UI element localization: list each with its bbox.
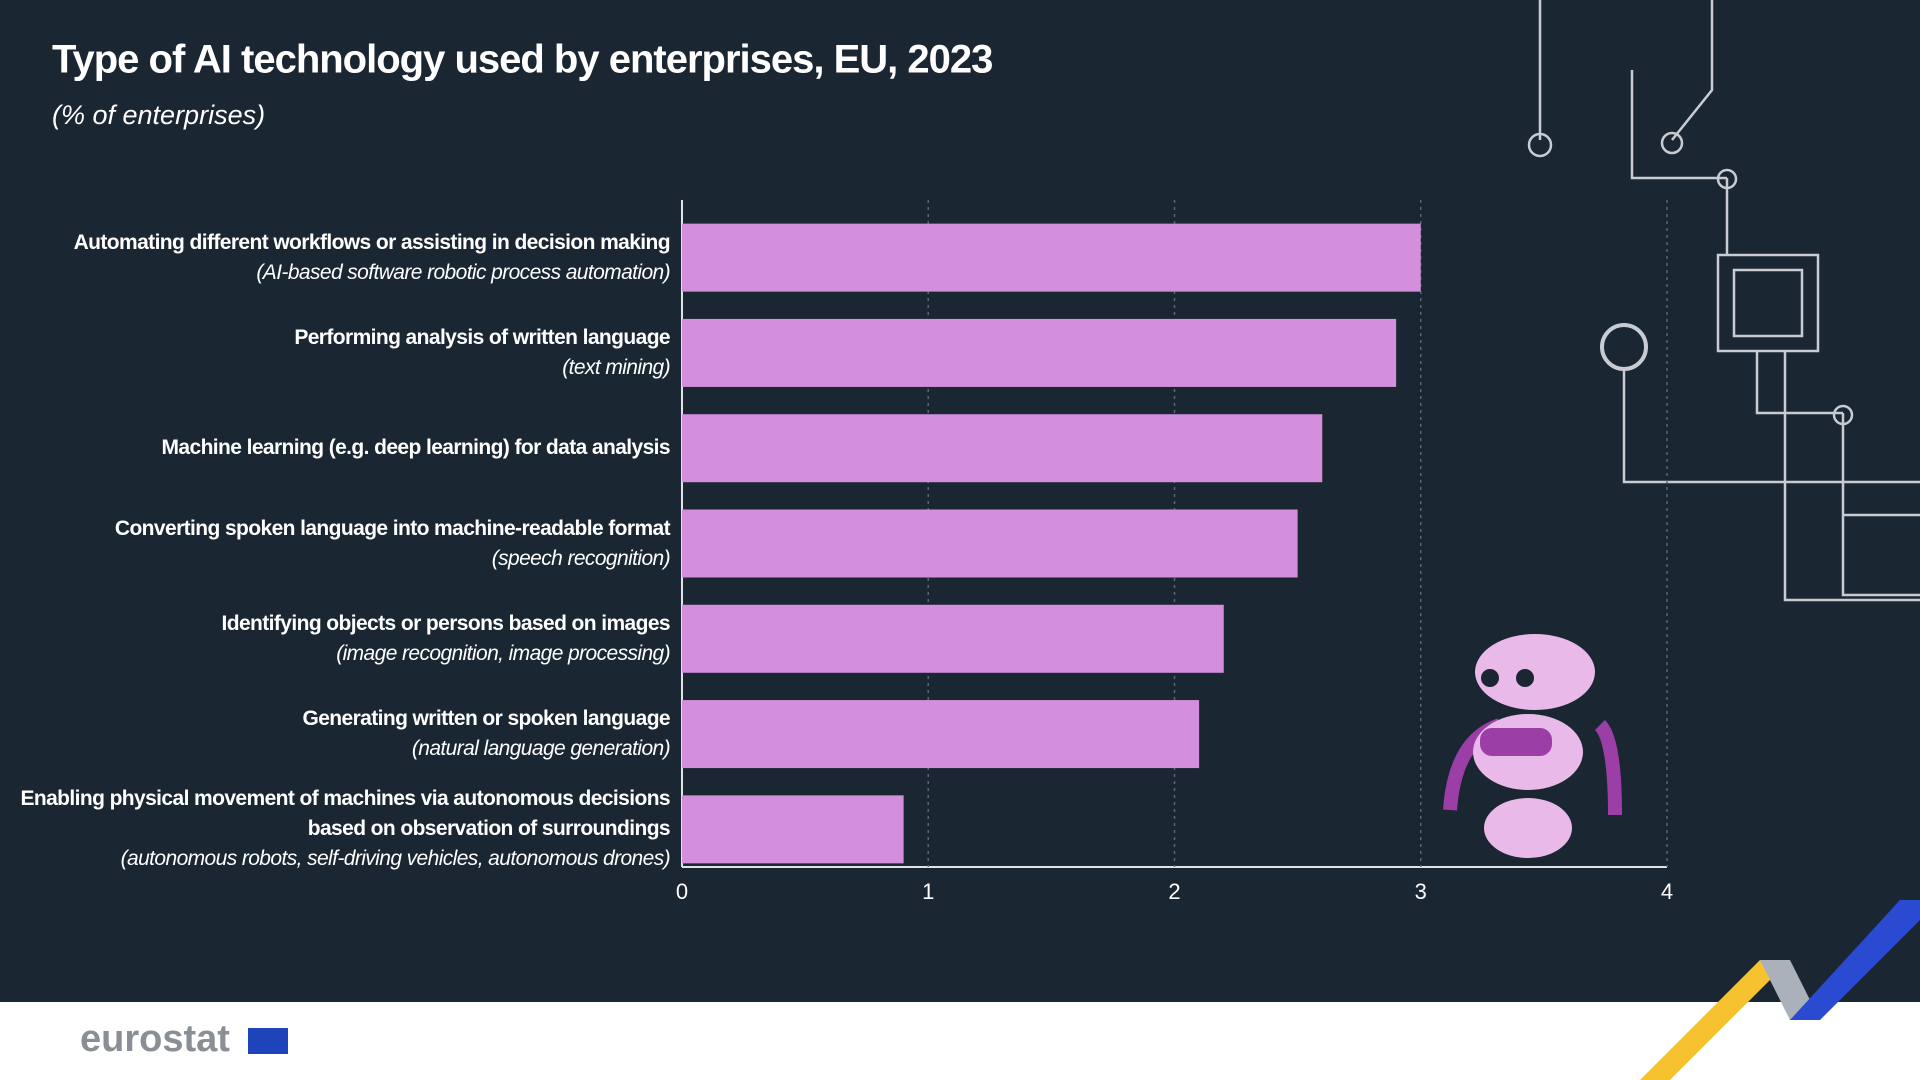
x-tick-label: 1 bbox=[922, 879, 934, 904]
category-label: Automating different workflows or assist… bbox=[20, 228, 671, 288]
category-label: Performing analysis of written language (… bbox=[20, 323, 670, 383]
category-note: (speech recognition) bbox=[491, 546, 671, 570]
category-name: Automating different workflows or assist… bbox=[73, 230, 671, 254]
category-note: (natural language generation) bbox=[411, 737, 671, 761]
x-tick-label: 0 bbox=[676, 879, 688, 904]
bar bbox=[682, 509, 1298, 578]
footer-band bbox=[0, 1002, 1920, 1080]
category-label: Enabling physical movement of machines v… bbox=[20, 784, 670, 874]
x-tick-label: 2 bbox=[1168, 879, 1180, 904]
category-note: (autonomous robots, self-driving vehicle… bbox=[120, 847, 671, 871]
bar bbox=[682, 604, 1224, 673]
category-name: Machine learning (e.g. deep learning) fo… bbox=[161, 436, 671, 460]
category-name: Identifying objects or persons based on … bbox=[221, 611, 671, 635]
brand-logo: eurostat bbox=[80, 1018, 230, 1060]
x-tick-label: 3 bbox=[1415, 879, 1427, 904]
category-label: Converting spoken language into machine-… bbox=[20, 514, 671, 574]
category-note: (text mining) bbox=[562, 355, 670, 379]
bar bbox=[682, 700, 1200, 769]
robot-decoration bbox=[1443, 634, 1622, 858]
category-name: Performing analysis of written language bbox=[294, 325, 670, 349]
category-label: Machine learning (e.g. deep learning) fo… bbox=[20, 433, 671, 463]
category-note: (image recognition, image processing) bbox=[336, 641, 670, 665]
chart-title: Type of AI technology used by enterprise… bbox=[52, 38, 992, 82]
bar bbox=[682, 318, 1397, 387]
bar bbox=[682, 795, 904, 864]
chart-subtitle: (% of enterprises) bbox=[52, 100, 265, 130]
bar bbox=[682, 223, 1421, 292]
flag-decoration bbox=[1640, 900, 1920, 1080]
category-name: Converting spoken language into machine-… bbox=[114, 516, 671, 540]
x-tick-label: 4 bbox=[1661, 879, 1673, 904]
category-label: Identifying objects or persons based on … bbox=[20, 609, 671, 669]
category-name: Enabling physical movement of machines v… bbox=[20, 787, 670, 841]
category-note: (AI-based software robotic process autom… bbox=[256, 260, 670, 284]
category-label: Generating written or spoken language (na… bbox=[20, 704, 670, 764]
eu-flag bbox=[248, 1028, 288, 1054]
category-name: Generating written or spoken language bbox=[302, 707, 670, 731]
bar bbox=[682, 414, 1323, 483]
circuit-decoration bbox=[1527, 0, 1920, 602]
